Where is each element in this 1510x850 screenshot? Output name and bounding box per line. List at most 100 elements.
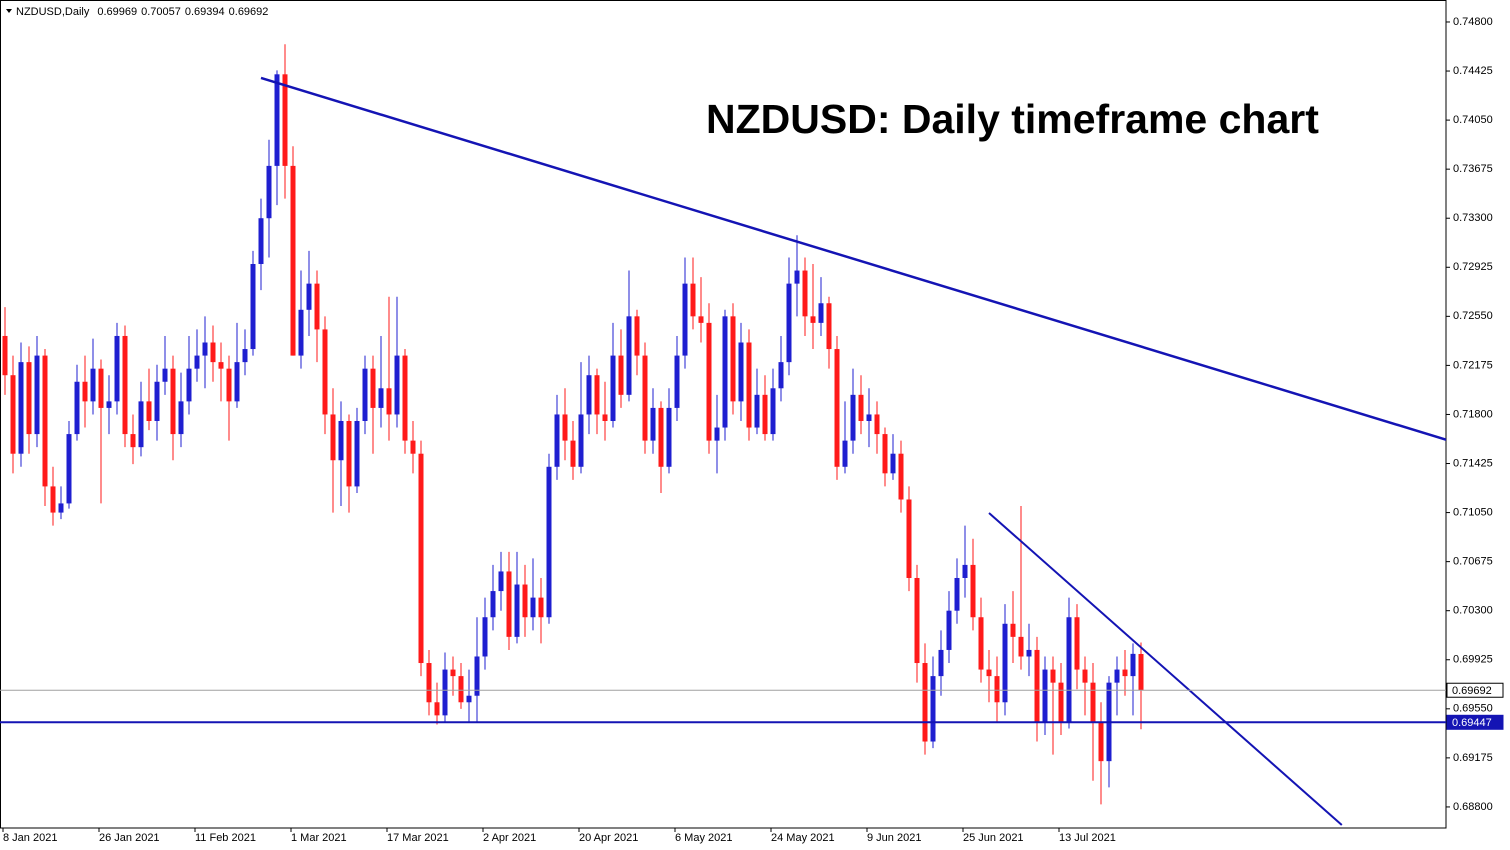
candle-body [514, 584, 520, 637]
candle-body [1090, 682, 1096, 722]
candle-body [922, 663, 928, 742]
candle-body [1130, 653, 1136, 677]
header-symbol: NZDUSD,Daily [16, 6, 90, 18]
candle-body [650, 407, 656, 441]
candle-body [482, 617, 488, 657]
candle-body [242, 349, 248, 363]
x-tick-label: 20 Apr 2021 [579, 832, 638, 844]
candle-body [154, 381, 160, 421]
candle-body [458, 676, 464, 703]
candle-body [146, 401, 152, 421]
candle-body [298, 309, 304, 356]
candle-body [858, 394, 864, 421]
y-tick-label: 0.68800 [1453, 801, 1493, 813]
candle-body [690, 283, 696, 317]
candle-body [330, 414, 336, 461]
candle-body [202, 342, 208, 356]
candle-body [562, 414, 568, 441]
candle-body [90, 368, 96, 402]
candle-body [50, 486, 56, 513]
candle-body [18, 362, 24, 454]
candle-body [826, 303, 832, 350]
candle-body [274, 74, 280, 166]
candle-body [770, 388, 776, 435]
plot [2, 44, 1446, 826]
candle-body [1082, 669, 1088, 683]
candle-body [66, 434, 72, 504]
candle-body [314, 283, 320, 330]
candle-body [394, 355, 400, 415]
candle-body [386, 388, 392, 415]
candle-body [818, 303, 824, 323]
candle-body [850, 394, 856, 441]
y-tick-label: 0.69925 [1453, 654, 1493, 666]
candle-body [666, 407, 672, 467]
header-arrow [6, 9, 12, 13]
candle-body [474, 656, 480, 696]
candle-body [26, 362, 32, 435]
x-tick-label: 1 Mar 2021 [291, 832, 347, 844]
candle-body [714, 427, 720, 441]
candle-body [338, 420, 344, 461]
y-tick-label: 0.73300 [1453, 212, 1493, 224]
candle-body [1018, 636, 1024, 657]
candle-body [674, 355, 680, 408]
candle-body [370, 368, 376, 408]
candle-body [74, 381, 80, 435]
candle-body [1074, 617, 1080, 670]
x-tick-label: 6 May 2021 [675, 832, 732, 844]
candle-body [722, 316, 728, 428]
x-tick-label: 2 Apr 2021 [483, 832, 536, 844]
candle-body [626, 316, 632, 395]
candle-body [938, 649, 944, 677]
candle-body [554, 414, 560, 467]
candle-body [1098, 721, 1104, 762]
x-tick-label: 8 Jan 2021 [3, 832, 57, 844]
candle-body [234, 362, 240, 402]
candle-body [954, 577, 960, 611]
price-label: 0.69692 [1452, 685, 1492, 697]
candle-body [130, 434, 136, 448]
y-tick-label: 0.72925 [1453, 261, 1493, 273]
y-tick-label: 0.70675 [1453, 556, 1493, 568]
candle-body [986, 669, 992, 677]
candle-body [546, 466, 552, 618]
candle-body [842, 440, 848, 467]
candle-body [1122, 669, 1128, 677]
candle-body [98, 368, 104, 408]
candle-body [810, 316, 816, 323]
candle-body [282, 74, 288, 166]
candle-body [594, 375, 600, 415]
header-value: 0.69692 [229, 6, 269, 18]
x-tick-label: 17 Mar 2021 [387, 832, 449, 844]
candle-body [1138, 654, 1144, 691]
candle-body [362, 368, 368, 421]
y-tick-label: 0.70300 [1453, 605, 1493, 617]
candle-body [874, 414, 880, 435]
candle-body [34, 355, 40, 435]
candle-body [434, 702, 440, 716]
candle-body [210, 342, 216, 363]
candle-body [170, 368, 176, 435]
candle-body [762, 394, 768, 435]
candle-body [218, 362, 224, 369]
candle-body [490, 591, 496, 618]
candle-body [970, 564, 976, 618]
y-tick-label: 0.69550 [1453, 703, 1493, 715]
candle-body [1002, 623, 1008, 703]
x-tick-label: 9 Jun 2021 [867, 832, 921, 844]
candle-body [378, 388, 384, 408]
candle-body [898, 453, 904, 500]
candle-body [1026, 649, 1032, 657]
candle-body [602, 414, 608, 421]
x-tick-label: 26 Jan 2021 [99, 832, 160, 844]
candle-body [962, 564, 968, 578]
candle-body [410, 440, 416, 454]
candle-body [186, 368, 192, 402]
candle-body [250, 264, 256, 350]
candle-body [42, 355, 48, 487]
candle-body [450, 669, 456, 677]
candle-body [570, 440, 576, 467]
y-tick-label: 0.71425 [1453, 457, 1493, 469]
candle-body [506, 571, 512, 637]
